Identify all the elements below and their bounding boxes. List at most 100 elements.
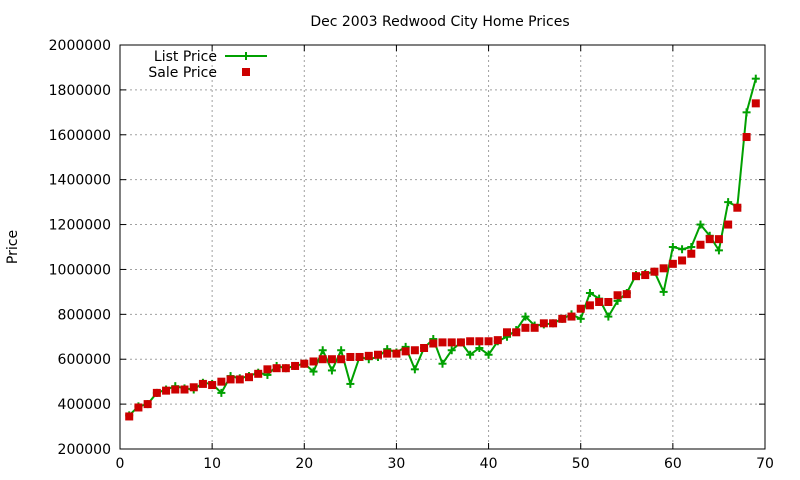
sale-price-point [291,361,300,370]
sale-price-point [751,99,760,108]
list-price-point [668,243,677,251]
list-price-point [484,350,493,359]
y-tick-label: 400000 [58,397,111,413]
y-tick-label: 200000 [58,442,111,458]
sale-price-point [235,375,244,384]
y-axis-label: Price [5,230,21,264]
x-tick-label: 40 [480,456,498,472]
sale-price-point [374,350,382,359]
sale-price-point [420,344,429,352]
sale-price-point [604,297,613,306]
sale-price-point [576,304,585,313]
list-price-point [337,346,346,355]
sale-price-point [687,249,696,258]
y-tick-label: 800000 [58,307,111,323]
sale-price-point [171,385,180,394]
sale-price-point [447,338,456,347]
list-price-point [318,346,327,355]
sale-price-point [742,133,751,142]
list-price-point [410,365,419,374]
sale-price-point [696,240,705,249]
list-price-point [751,74,760,83]
sale-price-point [254,369,263,378]
sale-price-point [613,291,622,300]
sale-price-point [198,379,207,388]
list-price-point [466,350,475,359]
chart-title: Dec 2003 Redwood City Home Prices [310,14,569,30]
series-sale-price [125,99,760,421]
sale-price-point [134,403,143,412]
sale-price-point [585,301,594,310]
sale-price-point [401,347,410,356]
legend-label: Sale Price [148,65,217,81]
sale-price-point [355,352,364,361]
list-price-point [327,366,336,375]
sale-price-point [456,338,465,347]
sale-price-point [493,336,502,345]
legend-swatch-point [242,52,250,60]
list-price-point [475,344,484,352]
list-price-point [309,367,318,376]
y-tick-label: 1600000 [49,128,111,144]
list-price-point [585,289,594,298]
list-price-point [217,388,226,397]
sale-price-point [392,349,401,358]
list-price-point [687,243,696,251]
list-price-point [576,314,585,323]
sale-price-point [327,355,336,364]
sale-price-point [281,364,290,373]
x-tick-label: 20 [295,456,313,472]
sale-price-point [475,337,484,346]
sale-price-point [429,339,438,348]
sale-price-point [622,290,631,299]
y-tick-label: 1000000 [49,262,111,278]
legend-label: List Price [154,49,217,65]
sale-price-point [300,359,309,368]
sale-price-point [539,319,548,328]
y-tick-label: 600000 [58,352,111,368]
sale-price-point [337,355,346,364]
list-price-point [438,359,447,368]
sale-price-point [466,337,475,346]
list-price-point [447,346,456,355]
list-price-point [604,312,613,321]
sale-price-point [512,328,521,337]
sale-price-point [641,271,650,280]
y-tick-label: 1800000 [49,83,111,99]
sale-price-point [152,388,161,397]
list-price-point [724,198,733,207]
sale-price-point [272,364,281,373]
list-price-point [521,312,530,321]
sale-price-point [383,349,392,358]
y-tick-label: 2000000 [49,38,111,54]
sale-price-point [245,373,253,382]
sale-price-point [567,312,576,321]
sale-price-point [364,351,373,360]
sale-price-point [226,375,235,384]
list-price-point [346,379,355,388]
sale-price-point [678,256,687,265]
sale-price-point [346,352,355,361]
series-layer [125,74,760,421]
list-price-point [678,245,687,254]
x-tick-label: 60 [664,456,682,472]
sale-price-point [189,383,198,392]
sale-price-point [180,385,189,394]
list-price-point [742,108,751,117]
sale-price-point [503,328,511,337]
legend-swatch-point [242,68,250,76]
sale-price-point [659,264,668,273]
sale-price-point [595,297,604,306]
sale-price-point [733,203,742,212]
sale-price-point [263,365,272,374]
sale-price-point [162,386,171,395]
x-tick-label: 10 [203,456,221,472]
sale-price-point [650,267,659,276]
sale-price-point [549,319,558,328]
sale-price-point [208,381,217,390]
sale-price-point [724,220,733,229]
sale-price-point [558,314,567,323]
list-price-point [659,287,668,296]
